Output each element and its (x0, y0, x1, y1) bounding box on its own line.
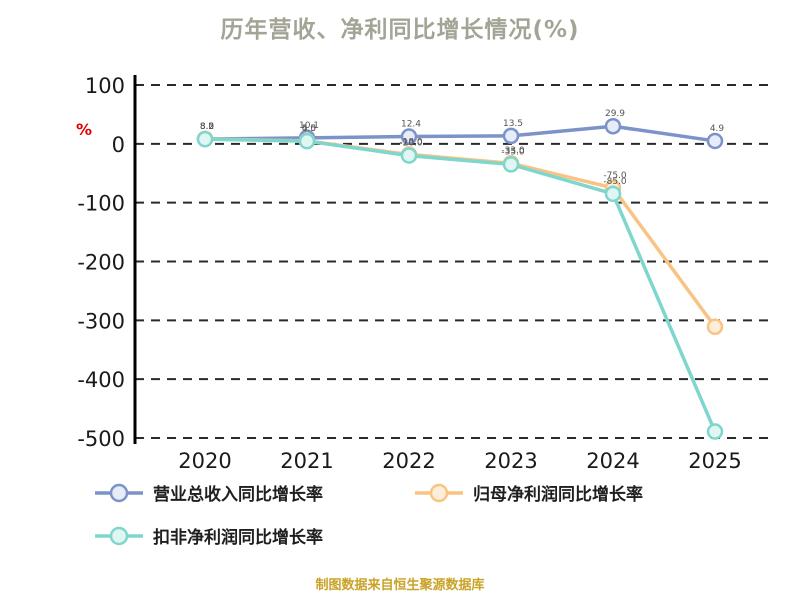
data-point-marker[interactable] (502, 127, 520, 145)
data-point-marker[interactable] (706, 318, 724, 336)
data-point-label: 8.2 (200, 122, 214, 132)
series-1: 8.5 5.0 -18.0 -33.0 -75.0 (196, 122, 724, 336)
y-tick-label: 100 (85, 74, 125, 98)
data-source-note: 制图数据来自恒生聚源数据库 (315, 578, 485, 593)
data-point-label: 8.0 (200, 122, 215, 132)
data-point-label: -20.0 (399, 139, 423, 149)
y-tick-labels: 100 0 -100 -200 -300 -400 -500 (77, 74, 125, 451)
legend-label-deducted-profit: 扣非净利润同比增长率 (153, 528, 323, 548)
y-tick-label: -200 (77, 251, 125, 275)
legend-marker-net-profit-icon (415, 483, 463, 502)
legend-item-net-profit-growth[interactable]: 归母净利润同比增长率 (415, 480, 643, 505)
data-point-label: -75.0 (603, 171, 627, 181)
chart-title: 历年营收、净利同比增长情况(%) (220, 17, 580, 43)
data-point-label: 10.1 (299, 121, 319, 131)
legend-item-revenue-growth[interactable]: 营业总收入同比增长率 (95, 480, 323, 505)
data-point-marker[interactable] (502, 156, 520, 173)
data-point-label: 5.0 (302, 124, 317, 134)
legend-marker-deducted-profit-icon (95, 526, 143, 545)
x-tick-label: 2025 (688, 449, 741, 473)
data-point-label: -35.0 (501, 147, 525, 157)
x-tick-label: 2024 (586, 449, 639, 473)
data-point-marker[interactable] (400, 147, 418, 164)
x-tick-label: 2021 (280, 449, 333, 473)
x-tick-label: 2020 (178, 449, 231, 473)
data-point-label: -33.0 (501, 146, 525, 156)
x-tick-labels: 2020 2021 2022 2023 2024 2025 (178, 449, 741, 473)
series-line (204, 137, 717, 328)
y-tick-label: -300 (77, 309, 125, 333)
y-tick-label: -500 (77, 427, 125, 451)
data-point-label: 4.5 (302, 124, 316, 134)
series-2: 8.0 4.5 -20.0 -35.0 -85.0 (196, 122, 724, 440)
data-point-marker[interactable] (706, 132, 724, 150)
gridlines (135, 84, 770, 439)
legend-marker-revenue-icon (95, 483, 143, 502)
data-point-label: -85.0 (603, 177, 627, 187)
y-tick-label: -100 (77, 192, 125, 216)
data-point-marker[interactable] (604, 117, 622, 135)
data-point-label: 13.5 (503, 119, 523, 129)
legend-item-deducted-profit-growth[interactable]: 扣非净利润同比增长率 (95, 523, 323, 548)
x-tick-label: 2022 (382, 449, 435, 473)
data-point-marker[interactable] (196, 130, 214, 148)
data-point-label: -18.0 (399, 137, 423, 147)
data-point-label: 8.5 (200, 122, 214, 132)
series-line (204, 137, 717, 433)
data-point-marker[interactable] (298, 132, 316, 150)
y-tick-label: 0 (112, 133, 125, 157)
data-point-label: 29.9 (605, 109, 625, 119)
data-point-label: 4.9 (710, 124, 725, 134)
data-point-label: 12.4 (401, 120, 421, 130)
x-tick-label: 2023 (484, 449, 537, 473)
legend-label-revenue: 营业总收入同比增长率 (153, 485, 323, 505)
legend-label-net-profit: 归母净利润同比增长率 (473, 485, 643, 505)
data-point-marker[interactable] (604, 185, 622, 203)
data-point-marker[interactable] (400, 128, 418, 145)
data-point-marker[interactable] (706, 423, 724, 440)
y-tick-label: -400 (77, 368, 125, 392)
series-line (204, 124, 716, 143)
y-axis-unit-label: % (76, 120, 93, 139)
